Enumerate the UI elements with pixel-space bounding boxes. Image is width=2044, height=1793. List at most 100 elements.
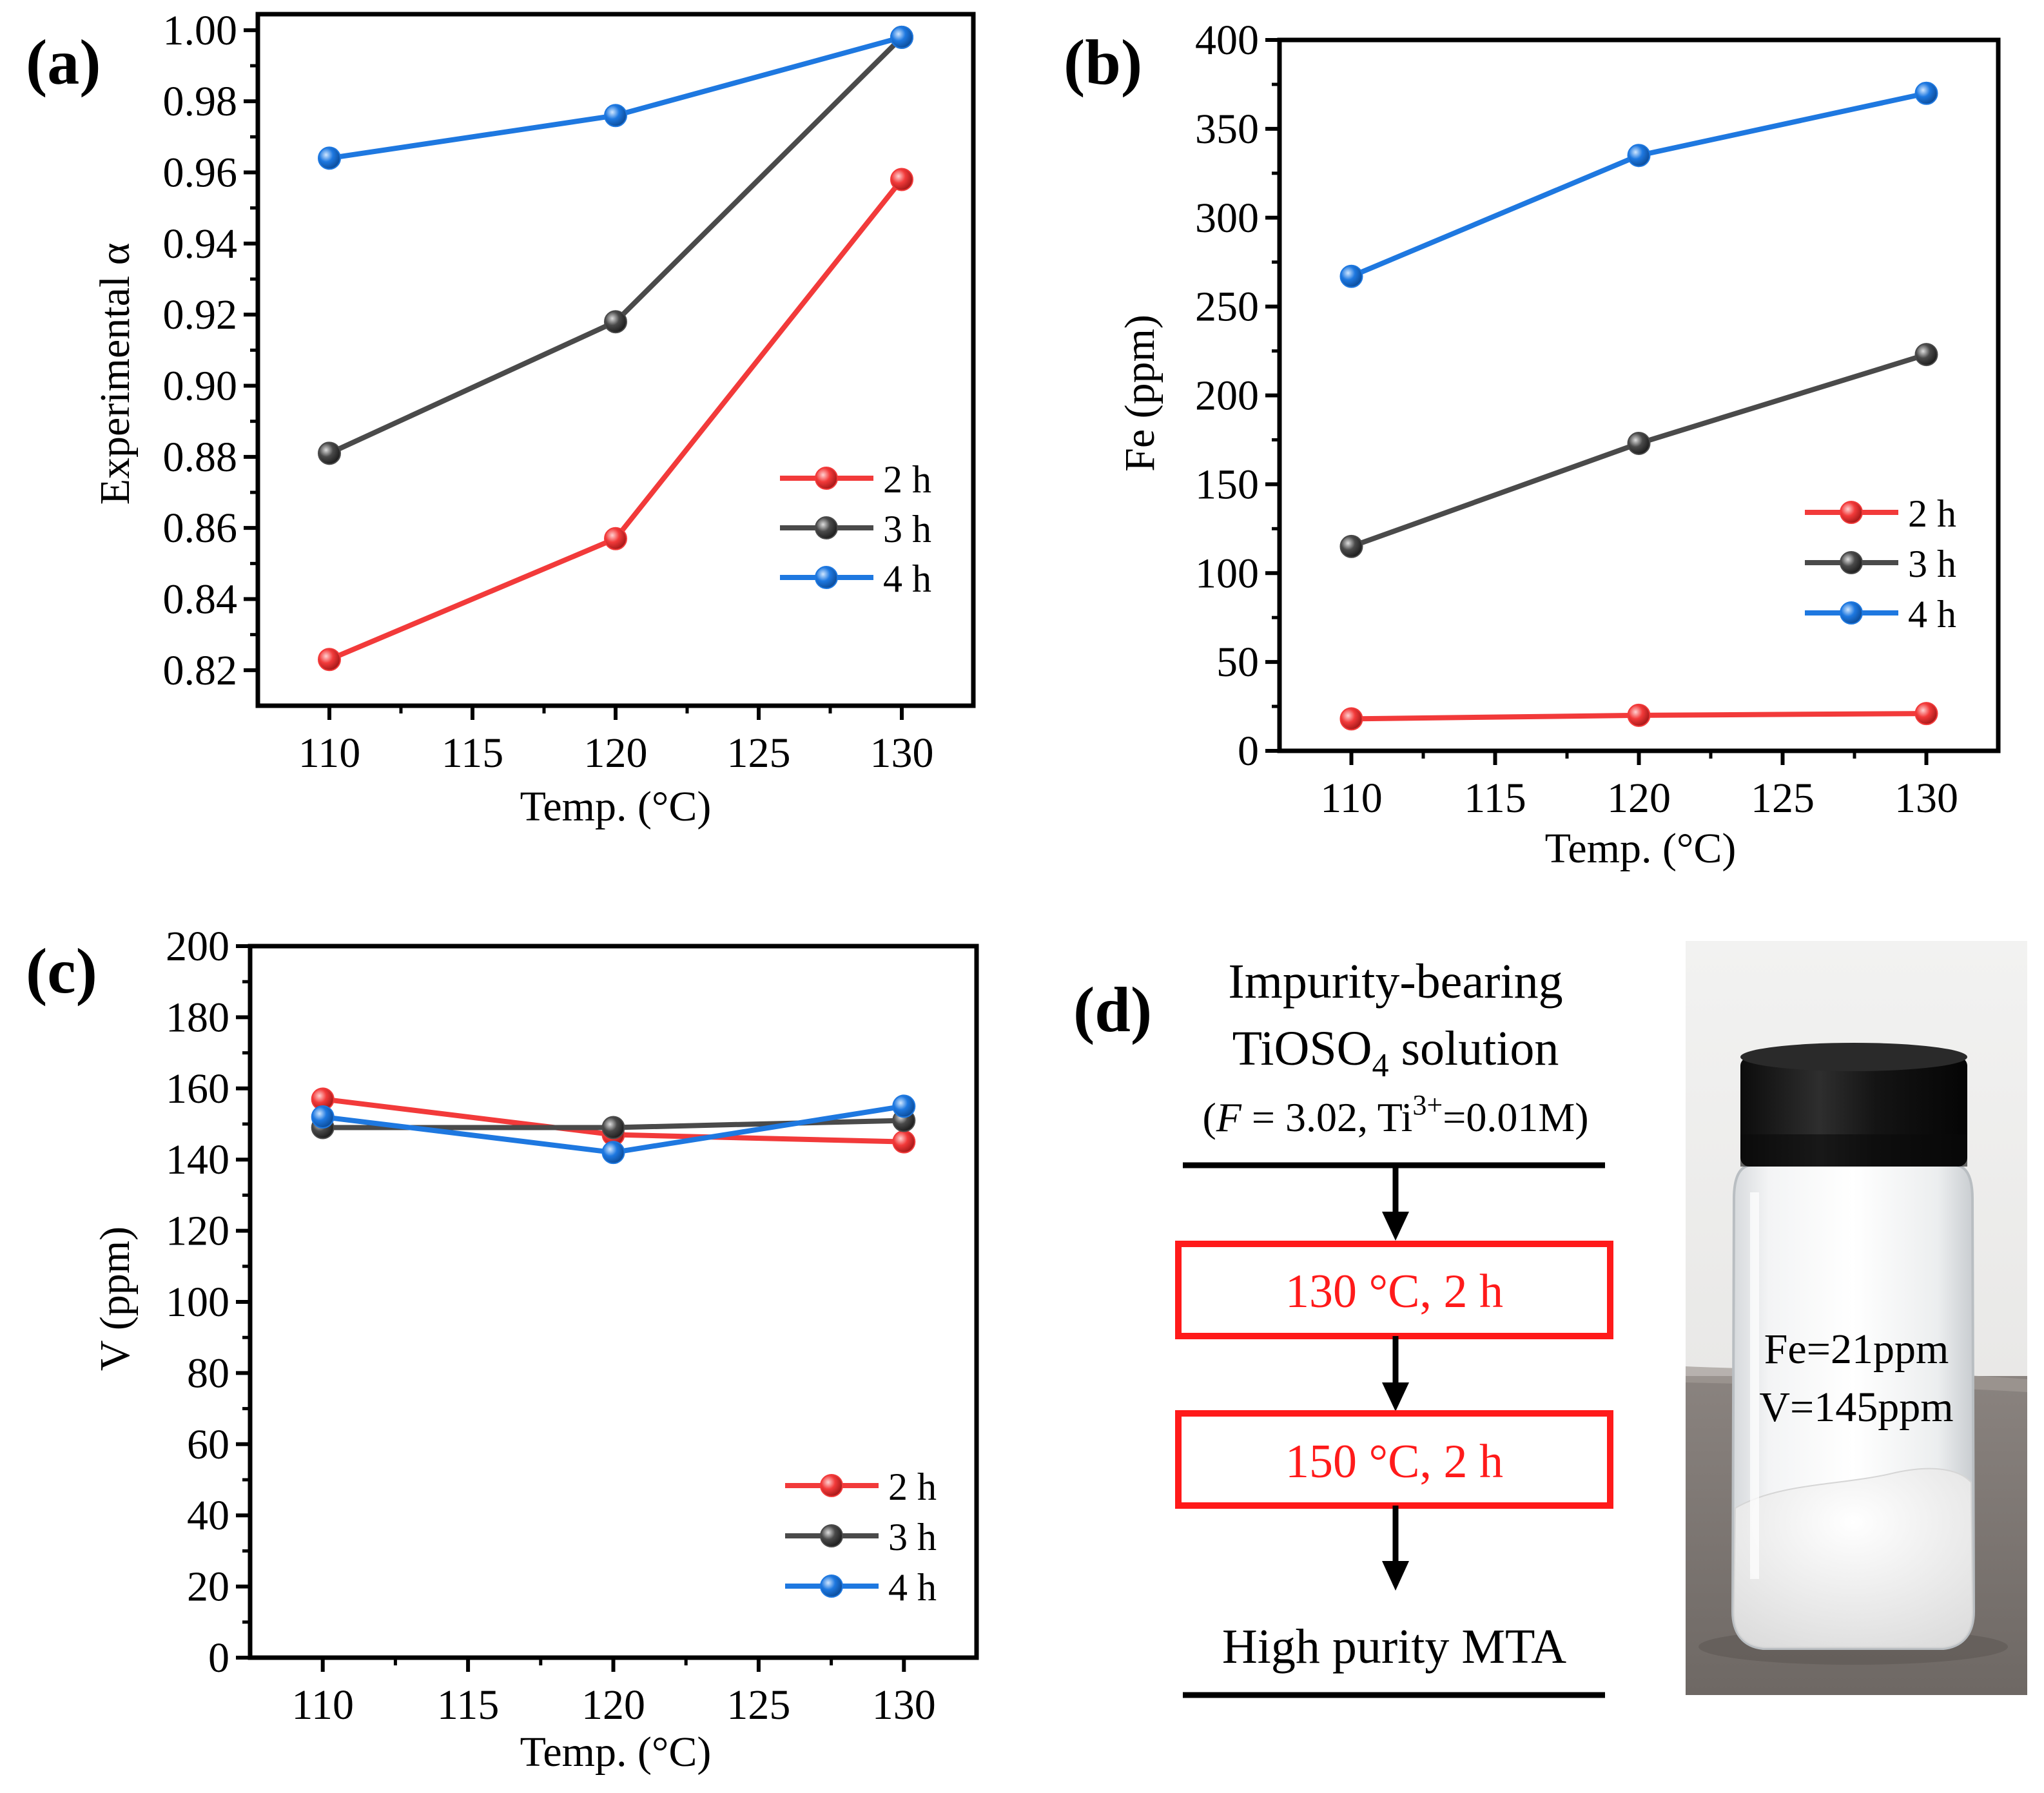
data-point-2h xyxy=(604,527,627,550)
panel-b-chart: (b) 110 115 120 125 130 0 50 100 150 200 250 300 350… xyxy=(1064,17,2001,872)
panel-a-ylabel: Experimental α xyxy=(92,243,139,505)
data-point-2h xyxy=(1339,707,1363,731)
data-point-2h xyxy=(1914,702,1938,726)
flow-step1-text: 130 °C, 2 h xyxy=(1285,1265,1503,1318)
y-tick-label: 0.86 xyxy=(163,505,238,552)
y-tick-label: 50 xyxy=(1216,639,1259,686)
panel-d-flowchart: (d) Impurity-bearing TiOSO4 solution (F … xyxy=(1073,941,2027,1698)
panel-b-ylabel: Fe (ppm) xyxy=(1116,315,1163,472)
panel-c-plot: 110 115 120 125 130 0 20 40 60 80 100 120 140 160 180 2… xyxy=(166,923,979,1729)
flow-title-line2: TiOSO4 solution xyxy=(1232,1022,1559,1084)
legend-label-4h: 4 h xyxy=(1908,593,1956,635)
data-point-4h xyxy=(311,1105,335,1129)
flow-cond-mid: = 3.02, Ti xyxy=(1241,1094,1413,1140)
flow-arrow-2-head xyxy=(1382,1382,1409,1411)
panel-c-chart: (c) 110 115 120 125 130 0 20 40 60 80 100 120 140 160… xyxy=(26,923,979,1776)
panel-a-chart: (a) 110 115 120 125 130 0.82 0.84 0.86 0.88 0.90 0… xyxy=(26,7,976,830)
y-tick-label: 120 xyxy=(166,1208,229,1255)
x-tick-label: 115 xyxy=(437,1682,500,1729)
data-point-4h xyxy=(890,25,913,49)
vial-powder xyxy=(1733,1468,1974,1648)
y-tick-label: 140 xyxy=(166,1136,229,1183)
y-tick-label: 0 xyxy=(1238,728,1259,775)
flow-cond-sup: 3+ xyxy=(1412,1089,1443,1121)
data-point-3h xyxy=(1914,343,1938,367)
data-point-4h xyxy=(318,146,341,170)
panel-c-label: (c) xyxy=(26,935,97,1007)
panel-c-xlabel: Temp. (°C) xyxy=(520,1729,712,1776)
y-tick-label: 0 xyxy=(208,1634,229,1682)
x-tick-label: 125 xyxy=(1751,775,1815,822)
legend-label-2h: 2 h xyxy=(888,1466,937,1508)
vial-cap-top xyxy=(1740,1043,1967,1071)
legend-label-3h: 3 h xyxy=(883,508,931,550)
y-tick-label: 150 xyxy=(1195,461,1259,508)
data-point-4h xyxy=(604,104,627,128)
x-tick-label: 130 xyxy=(1894,775,1958,822)
panel-a-xlabel: Temp. (°C) xyxy=(520,783,712,830)
y-tick-label: 100 xyxy=(166,1279,229,1326)
data-point-2h xyxy=(890,168,913,191)
legend-label-3h: 3 h xyxy=(1908,543,1956,585)
legend-marker-3h xyxy=(1840,551,1863,574)
x-tick-label: 125 xyxy=(726,1682,790,1729)
y-tick-label: 20 xyxy=(187,1564,229,1611)
x-tick-label: 115 xyxy=(442,730,504,777)
data-point-3h xyxy=(601,1116,625,1139)
legend-marker-4h xyxy=(1840,601,1863,625)
legend-marker-2h xyxy=(1840,501,1863,524)
panel-a-label: (a) xyxy=(26,26,101,98)
y-tick-label: 0.90 xyxy=(163,362,238,409)
data-point-3h xyxy=(604,310,627,334)
y-tick-label: 0.84 xyxy=(163,576,238,623)
y-tick-label: 0.96 xyxy=(163,149,238,196)
y-tick-label: 0.88 xyxy=(163,434,238,481)
y-tick-label: 1.00 xyxy=(163,7,238,54)
x-tick-label: 130 xyxy=(870,730,934,777)
y-tick-label: 350 xyxy=(1195,106,1259,153)
data-point-3h xyxy=(1339,534,1363,558)
legend-marker-3h xyxy=(820,1524,843,1547)
legend-label-4h: 4 h xyxy=(888,1566,937,1609)
y-tick-label: 300 xyxy=(1195,195,1259,242)
flow-title-rest: solution xyxy=(1388,1022,1559,1076)
flow-title-formula: TiOSO xyxy=(1232,1022,1372,1076)
data-point-4h xyxy=(1339,264,1363,288)
x-tick-label: 110 xyxy=(298,730,361,777)
x-tick-label: 120 xyxy=(584,730,648,777)
flow-cond-close: =0.01M) xyxy=(1443,1094,1588,1140)
y-tick-label: 200 xyxy=(1195,373,1259,420)
flow-arrow-1-head xyxy=(1382,1212,1409,1241)
photo-v-label: V=145ppm xyxy=(1759,1384,1953,1431)
legend-label-2h: 2 h xyxy=(1908,492,1956,535)
y-tick-label: 180 xyxy=(166,994,229,1041)
data-point-4h xyxy=(1627,144,1651,168)
flow-product: High purity MTA xyxy=(1222,1620,1566,1674)
series-line-3h xyxy=(328,35,904,456)
flow-arrow-3-head xyxy=(1382,1561,1409,1591)
flow-step2-text: 150 °C, 2 h xyxy=(1285,1435,1503,1488)
y-tick-label: 0.82 xyxy=(163,647,238,694)
legend-marker-3h xyxy=(815,516,838,539)
x-tick-label: 125 xyxy=(727,730,791,777)
panel-c-ylabel: V (ppm) xyxy=(92,1226,139,1371)
legend-marker-4h xyxy=(815,566,838,589)
vial-highlight xyxy=(1750,1192,1759,1579)
panel-d-label: (d) xyxy=(1073,974,1152,1045)
data-point-4h xyxy=(892,1094,916,1118)
x-tick-label: 110 xyxy=(1320,775,1383,822)
y-tick-label: 0.92 xyxy=(163,291,238,338)
data-point-2h xyxy=(892,1130,916,1154)
legend-marker-2h xyxy=(815,467,838,490)
series-line-2h xyxy=(328,178,904,662)
y-tick-label: 160 xyxy=(166,1065,229,1112)
legend-label-3h: 3 h xyxy=(888,1516,937,1558)
data-point-3h xyxy=(318,441,341,465)
legend-label-4h: 4 h xyxy=(883,557,931,600)
y-tick-label: 80 xyxy=(187,1350,229,1397)
y-tick-label: 0.94 xyxy=(163,220,238,267)
y-tick-label: 60 xyxy=(187,1421,229,1468)
series-line-4h xyxy=(1350,90,1927,279)
plot-frame xyxy=(248,944,979,1660)
